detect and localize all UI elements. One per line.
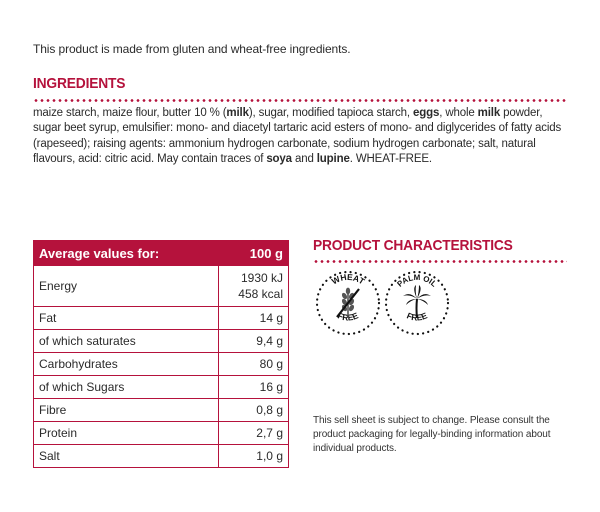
energy-kj: 1930 kJ xyxy=(240,271,283,285)
intro-text: This product is made from gluten and whe… xyxy=(33,42,351,56)
nutrient-value: 16 g xyxy=(217,375,290,399)
ingredients-text: maize starch, maize flour, butter 10 % (… xyxy=(33,106,573,167)
table-row: Fat 14 g xyxy=(33,306,290,330)
allergen-eggs: eggs xyxy=(412,107,440,119)
strike-line xyxy=(336,288,360,318)
palm-tree-icon xyxy=(403,285,431,319)
allergen-milk: milk xyxy=(477,107,501,119)
nutrient-label: of which saturates xyxy=(33,329,219,353)
nutrient-label: Fat xyxy=(33,306,219,330)
nutrient-label: of which Sugars xyxy=(33,375,219,399)
table-row: Carbohydrates 80 g xyxy=(33,352,290,376)
nutrient-label: Salt xyxy=(33,444,219,468)
badge-top-text: PALM OIL xyxy=(395,273,438,289)
allergen-soya: soya xyxy=(266,152,292,165)
ingredient-segment: . WHEAT-FREE. xyxy=(349,152,432,165)
nutrient-value: 0,8 g xyxy=(217,398,290,422)
allergen-lupine: lupine xyxy=(316,152,350,165)
table-row: Energy 1930 kJ 458 kcal xyxy=(33,265,290,307)
ingredient-segment: and xyxy=(291,152,317,165)
ingredient-segment: ), sugar, modified tapioca starch, xyxy=(248,107,413,119)
table-row: Salt 1,0 g xyxy=(33,444,290,468)
nutrient-value: 2,7 g xyxy=(217,421,290,445)
energy-kcal: 458 kcal xyxy=(238,287,283,301)
ingredient-segment: maize starch, maize flour, butter 10 % ( xyxy=(33,107,227,119)
allergen-milk: milk xyxy=(226,107,249,119)
table-row: Fibre 0,8 g xyxy=(33,398,290,422)
nutrient-label: Protein xyxy=(33,421,219,445)
nutrition-header-row: Average values for: 100 g xyxy=(33,240,290,266)
nutrient-label: Energy xyxy=(33,265,219,307)
dotted-divider xyxy=(33,99,567,102)
nutrient-value: 14 g xyxy=(217,306,290,330)
table-row: of which saturates 9,4 g xyxy=(33,329,290,353)
disclaimer-text: This sell sheet is subject to change. Pl… xyxy=(313,415,551,454)
ingredients-heading: INGREDIENTS xyxy=(33,75,126,92)
nutrition-header-value: 100 g xyxy=(217,240,290,266)
nutrition-header-label: Average values for: xyxy=(33,240,219,266)
nutrient-label: Fibre xyxy=(33,398,219,422)
nutrient-label: Carbohydrates xyxy=(33,352,219,376)
wheat-free-icon: WHEAT FREE xyxy=(315,270,381,336)
nutrient-value: 9,4 g xyxy=(217,329,290,353)
table-row: Protein 2,7 g xyxy=(33,421,290,445)
table-row: of which Sugars 16 g xyxy=(33,375,290,399)
nutrient-value: 1,0 g xyxy=(217,444,290,468)
nutrient-value: 1930 kJ 458 kcal xyxy=(217,265,290,307)
nutrient-value: 80 g xyxy=(217,352,290,376)
nutrition-table: Average values for: 100 g Energy 1930 kJ… xyxy=(33,240,290,468)
dotted-divider xyxy=(313,260,567,263)
ingredient-segment: powder, sugar beet syrup, emulsifier: mo… xyxy=(33,107,562,165)
characteristics-heading: PRODUCT CHARACTERISTICS xyxy=(313,237,513,254)
ingredient-segment: , whole xyxy=(439,107,478,119)
palm-oil-free-icon: PALM OIL FREE xyxy=(384,270,450,336)
